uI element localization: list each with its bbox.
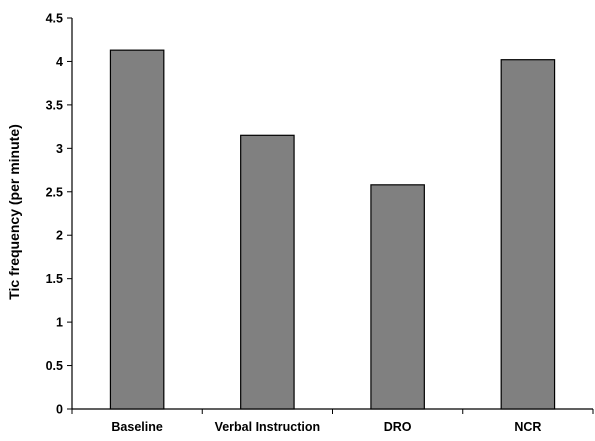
x-tick-label: Verbal Instruction <box>215 420 321 434</box>
bar-verbal-instruction <box>240 134 295 410</box>
bars-layer <box>109 49 556 410</box>
bar-dro <box>370 184 425 410</box>
x-tick-label: NCR <box>514 420 541 434</box>
y-tick-label: 4 <box>56 55 63 69</box>
labels-layer: 0 0.5 1 1.5 2 2.5 3 3.5 4 4.5 Baseline Verbal Instr… <box>46 12 542 435</box>
bar-baseline <box>109 49 165 410</box>
bar-ncr <box>500 59 556 410</box>
y-tick-label: 2.5 <box>46 185 63 199</box>
y-axis-title: Tic frequency (per minute) <box>6 124 22 300</box>
y-tick-label: 4.5 <box>46 12 63 26</box>
y-tick-label: 2 <box>56 229 63 243</box>
y-tick-label: 3.5 <box>46 98 63 112</box>
x-tick-label: Baseline <box>111 420 162 434</box>
y-tick-label: 3 <box>56 142 63 156</box>
y-tick-label: 1.5 <box>46 272 63 286</box>
x-tick-label: DRO <box>384 420 412 434</box>
y-tick-label: 0 <box>56 403 63 417</box>
y-tick-label: 1 <box>56 316 63 330</box>
y-tick-label: 0.5 <box>46 359 63 373</box>
